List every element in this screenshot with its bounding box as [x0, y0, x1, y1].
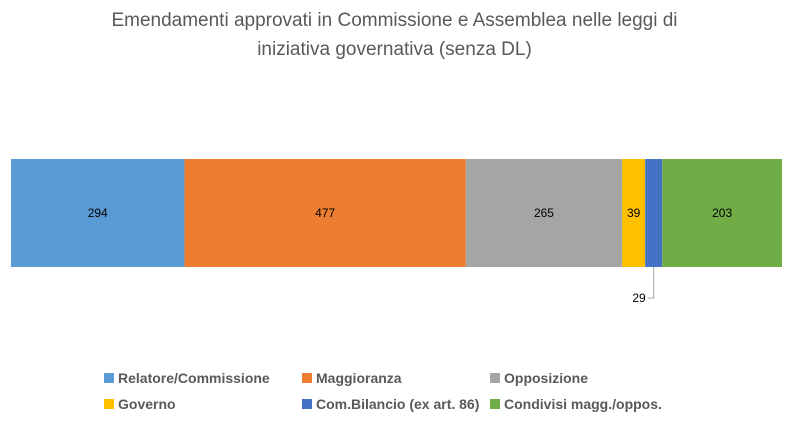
- legend-label: Relatore/Commissione: [118, 370, 270, 386]
- bar-segment-condivisi-magg-oppos: [662, 159, 782, 267]
- bar-segment-maggioranza: [184, 159, 466, 267]
- chart-title: Emendamenti approvati in Commissione e A…: [0, 6, 789, 64]
- chart-title-line-2: iniziativa governativa (senza DL): [257, 39, 532, 60]
- legend-label: Governo: [118, 396, 176, 412]
- bar-segment-com-bilancio-ex-art-86: [645, 159, 663, 267]
- legend-item-condivisi: Condivisi magg./oppos.: [490, 396, 690, 412]
- legend-item-com-bilancio: Com.Bilancio (ex art. 86): [302, 396, 490, 412]
- legend-label: Maggioranza: [316, 370, 402, 386]
- data-label-relatore-commissione: 294: [88, 206, 108, 220]
- legend: Relatore/Commissione Maggioranza Opposiz…: [104, 370, 744, 412]
- legend-item-relatore: Relatore/Commissione: [104, 370, 302, 386]
- data-label-opposizione: 265: [534, 206, 554, 220]
- data-label-maggioranza: 477: [315, 206, 335, 220]
- data-label-governo: 39: [627, 206, 641, 220]
- legend-label: Condivisi magg./oppos.: [504, 396, 662, 412]
- legend-item-governo: Governo: [104, 396, 302, 412]
- bar-segment-governo: [622, 159, 646, 267]
- legend-swatch: [490, 373, 500, 383]
- legend-item-maggioranza: Maggioranza: [302, 370, 490, 386]
- legend-swatch: [104, 373, 114, 383]
- leader-line-com-bilancio-ex-art-86: [647, 267, 655, 299]
- bar-segment-opposizione: [465, 159, 623, 267]
- chart-title-line-1: Emendamenti approvati in Commissione e A…: [111, 10, 678, 31]
- legend-swatch: [302, 373, 312, 383]
- legend-item-opposizione: Opposizione: [490, 370, 690, 386]
- legend-swatch: [302, 399, 312, 409]
- legend-swatch: [104, 399, 114, 409]
- legend-label: Opposizione: [504, 370, 588, 386]
- bar-segment-relatore-commissione: [11, 159, 185, 267]
- legend-label: Com.Bilancio (ex art. 86): [316, 396, 480, 412]
- legend-swatch: [490, 399, 500, 409]
- data-label-condivisi-magg-oppos: 203: [712, 206, 732, 220]
- data-label-com-bilancio-ex-art-86: 29: [632, 291, 646, 305]
